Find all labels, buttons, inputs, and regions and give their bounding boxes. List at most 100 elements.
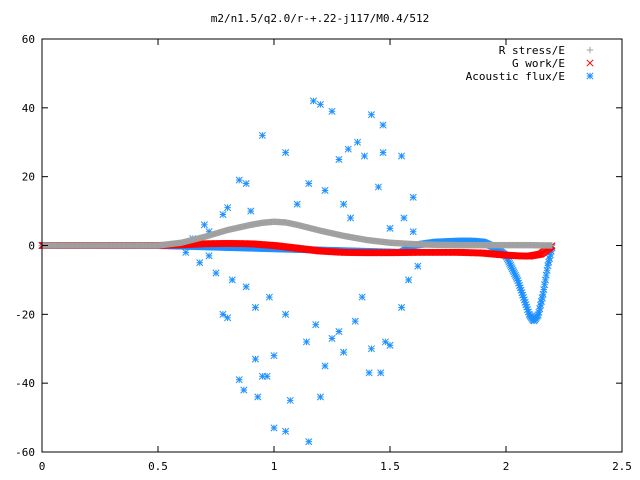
- acoustic-flux-point: [344, 145, 352, 153]
- acoustic-flux-point: [367, 111, 375, 119]
- acoustic-flux-point: [377, 369, 385, 377]
- acoustic-flux-point-stroke: [351, 317, 359, 325]
- acoustic-flux-point-stroke: [251, 355, 259, 363]
- acoustic-flux-point: [328, 334, 336, 342]
- acoustic-flux-point: [351, 317, 359, 325]
- acoustic-flux-point-stroke: [541, 276, 549, 284]
- acoustic-flux-point: [258, 131, 266, 139]
- acoustic-flux-point-stroke: [254, 393, 262, 401]
- acoustic-flux-point: [235, 376, 243, 384]
- acoustic-flux-point: [386, 224, 394, 232]
- acoustic-flux-point-stroke: [321, 362, 329, 370]
- acoustic-flux-point-stroke: [360, 152, 369, 160]
- acoustic-flux-point-stroke: [381, 338, 389, 346]
- acoustic-flux-point-stroke: [542, 271, 550, 279]
- acoustic-flux-point: [242, 283, 250, 291]
- acoustic-flux-point: [335, 327, 343, 336]
- acoustic-flux-point: [328, 107, 336, 115]
- acoustic-flux-point: [379, 121, 387, 129]
- acoustic-flux-point-stroke: [321, 186, 329, 194]
- acoustic-flux-point-stroke: [312, 321, 320, 329]
- acoustic-flux-point: [182, 248, 190, 256]
- acoustic-flux-point-stroke: [386, 224, 394, 232]
- acoustic-flux-point-stroke: [196, 259, 204, 267]
- acoustic-flux-point: [263, 372, 271, 380]
- acoustic-flux-point-stroke: [340, 348, 348, 356]
- acoustic-flux-point-stroke: [270, 352, 278, 360]
- acoustic-flux-point-stroke: [414, 262, 422, 270]
- acoustic-flux-point-stroke: [224, 204, 232, 212]
- acoustic-flux-point-stroke: [219, 310, 227, 318]
- acoustic-flux-point-stroke: [251, 303, 259, 312]
- plot-area: [38, 97, 556, 446]
- acoustic-flux-point: [340, 348, 348, 356]
- acoustic-flux-point-stroke: [409, 193, 417, 201]
- acoustic-flux-point-stroke: [270, 424, 278, 432]
- acoustic-flux-point: [212, 269, 220, 277]
- acoustic-flux-point: [358, 293, 366, 301]
- acoustic-flux-point-stroke: [328, 334, 336, 342]
- acoustic-flux-point: [340, 200, 348, 208]
- acoustic-flux-point-stroke: [205, 252, 213, 260]
- acoustic-flux-point-stroke: [335, 327, 343, 336]
- acoustic-flux-point: [398, 303, 406, 312]
- acoustic-flux-point-stroke: [328, 107, 336, 115]
- acoustic-flux-point-stroke: [242, 283, 250, 291]
- acoustic-flux-point: [302, 338, 311, 346]
- acoustic-flux-point: [367, 345, 375, 353]
- acoustic-flux-point: [398, 152, 406, 160]
- acoustic-flux-point: [219, 210, 227, 219]
- acoustic-flux-point: [335, 155, 343, 164]
- acoustic-flux-point: [316, 393, 324, 401]
- acoustic-flux-point-stroke: [228, 276, 236, 284]
- acoustic-flux-point: [353, 138, 362, 146]
- acoustic-flux-point: [219, 310, 227, 318]
- acoustic-flux-point-stroke: [398, 303, 406, 312]
- acoustic-flux-point-stroke: [305, 438, 313, 446]
- acoustic-flux-point-stroke: [365, 369, 373, 377]
- acoustic-flux-point: [196, 259, 204, 267]
- acoustic-flux-point-stroke: [212, 269, 220, 277]
- acoustic-flux-point-stroke: [282, 310, 290, 318]
- acoustic-flux-point: [228, 276, 236, 284]
- acoustic-flux-point: [365, 369, 373, 377]
- acoustic-flux-point-stroke: [540, 285, 548, 294]
- acoustic-flux-point-stroke: [182, 248, 190, 256]
- acoustic-flux-point-stroke: [247, 207, 255, 215]
- acoustic-flux-point-stroke: [541, 281, 549, 289]
- acoustic-flux-point: [282, 310, 290, 318]
- acoustic-flux-point: [409, 193, 417, 201]
- acoustic-flux-point: [235, 176, 243, 184]
- acoustic-flux-point: [270, 424, 278, 432]
- acoustic-flux-point: [405, 276, 413, 284]
- acoustic-flux-point: [309, 97, 317, 105]
- acoustic-flux-point-stroke: [242, 179, 250, 188]
- acoustic-flux-point-stroke: [409, 228, 417, 236]
- acoustic-flux-point: [379, 149, 387, 157]
- acoustic-flux-point-stroke: [293, 200, 301, 208]
- acoustic-flux-point: [205, 252, 213, 260]
- acoustic-flux-point-stroke: [347, 214, 355, 222]
- acoustic-flux-point-stroke: [258, 131, 266, 139]
- acoustic-flux-point-stroke: [240, 386, 248, 394]
- acoustic-flux-point-stroke: [379, 149, 387, 157]
- acoustic-flux-point-stroke: [219, 210, 227, 219]
- acoustic-flux-point-stroke: [405, 276, 413, 284]
- acoustic-flux-point: [270, 352, 278, 360]
- acoustic-flux-point: [293, 200, 301, 208]
- acoustic-flux-point: [312, 321, 320, 329]
- acoustic-flux-point: [316, 100, 324, 108]
- acoustic-flux-point-stroke: [224, 314, 232, 322]
- acoustic-flux-point-stroke: [374, 183, 382, 191]
- acoustic-flux-point-stroke: [302, 338, 311, 346]
- acoustic-flux-point-stroke: [235, 376, 243, 384]
- acoustic-flux-point: [247, 207, 255, 215]
- acoustic-flux-point-stroke: [335, 155, 343, 164]
- acoustic-flux-point-stroke: [316, 393, 324, 401]
- acoustic-flux-point: [305, 179, 313, 188]
- acoustic-flux-point-stroke: [340, 200, 348, 208]
- acoustic-flux-point-stroke: [358, 293, 366, 301]
- acoustic-flux-point: [282, 427, 290, 435]
- acoustic-flux-point: [240, 386, 248, 394]
